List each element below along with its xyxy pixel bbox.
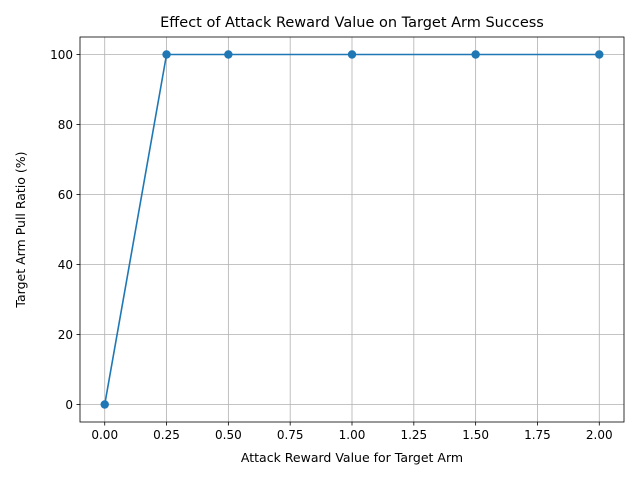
y-tick-label: 100 [50, 48, 73, 62]
grid-lines [80, 37, 624, 422]
x-axis-label: Attack Reward Value for Target Arm [241, 450, 463, 465]
x-tick-label: 0.50 [215, 428, 242, 442]
data-point [162, 50, 171, 59]
y-tick-label: 40 [58, 258, 73, 272]
data-point [100, 400, 109, 409]
x-tick-label: 1.25 [400, 428, 427, 442]
y-tick-label: 60 [58, 188, 73, 202]
series-line [103, 53, 600, 405]
series-group [100, 50, 604, 409]
y-tick-label: 80 [58, 118, 73, 132]
x-tick-label: 2.00 [586, 428, 613, 442]
plot-frame [79, 36, 625, 423]
y-axis-label: Target Arm Pull Ratio (%) [13, 151, 28, 308]
chart-title: Effect of Attack Reward Value on Target … [160, 15, 544, 31]
data-point [224, 50, 233, 59]
x-tick-label: 1.50 [462, 428, 489, 442]
y-tick-label: 0 [65, 398, 73, 412]
x-axis-ticks: 0.00 0.25 0.50 0.75 1.00 1.25 1.50 1.75 2.00 [91, 422, 613, 442]
data-point [595, 50, 604, 59]
y-tick-label: 20 [58, 328, 73, 342]
x-tick-label: 0.75 [277, 428, 304, 442]
x-tick-label: 1.75 [524, 428, 551, 442]
x-tick-label: 0.00 [91, 428, 118, 442]
data-point [347, 50, 357, 59]
data-point [471, 50, 480, 59]
y-axis-ticks: 0 20 40 60 80 100 [50, 48, 80, 412]
x-tick-label: 0.25 [153, 428, 180, 442]
x-tick-label: 1.00 [339, 428, 366, 442]
